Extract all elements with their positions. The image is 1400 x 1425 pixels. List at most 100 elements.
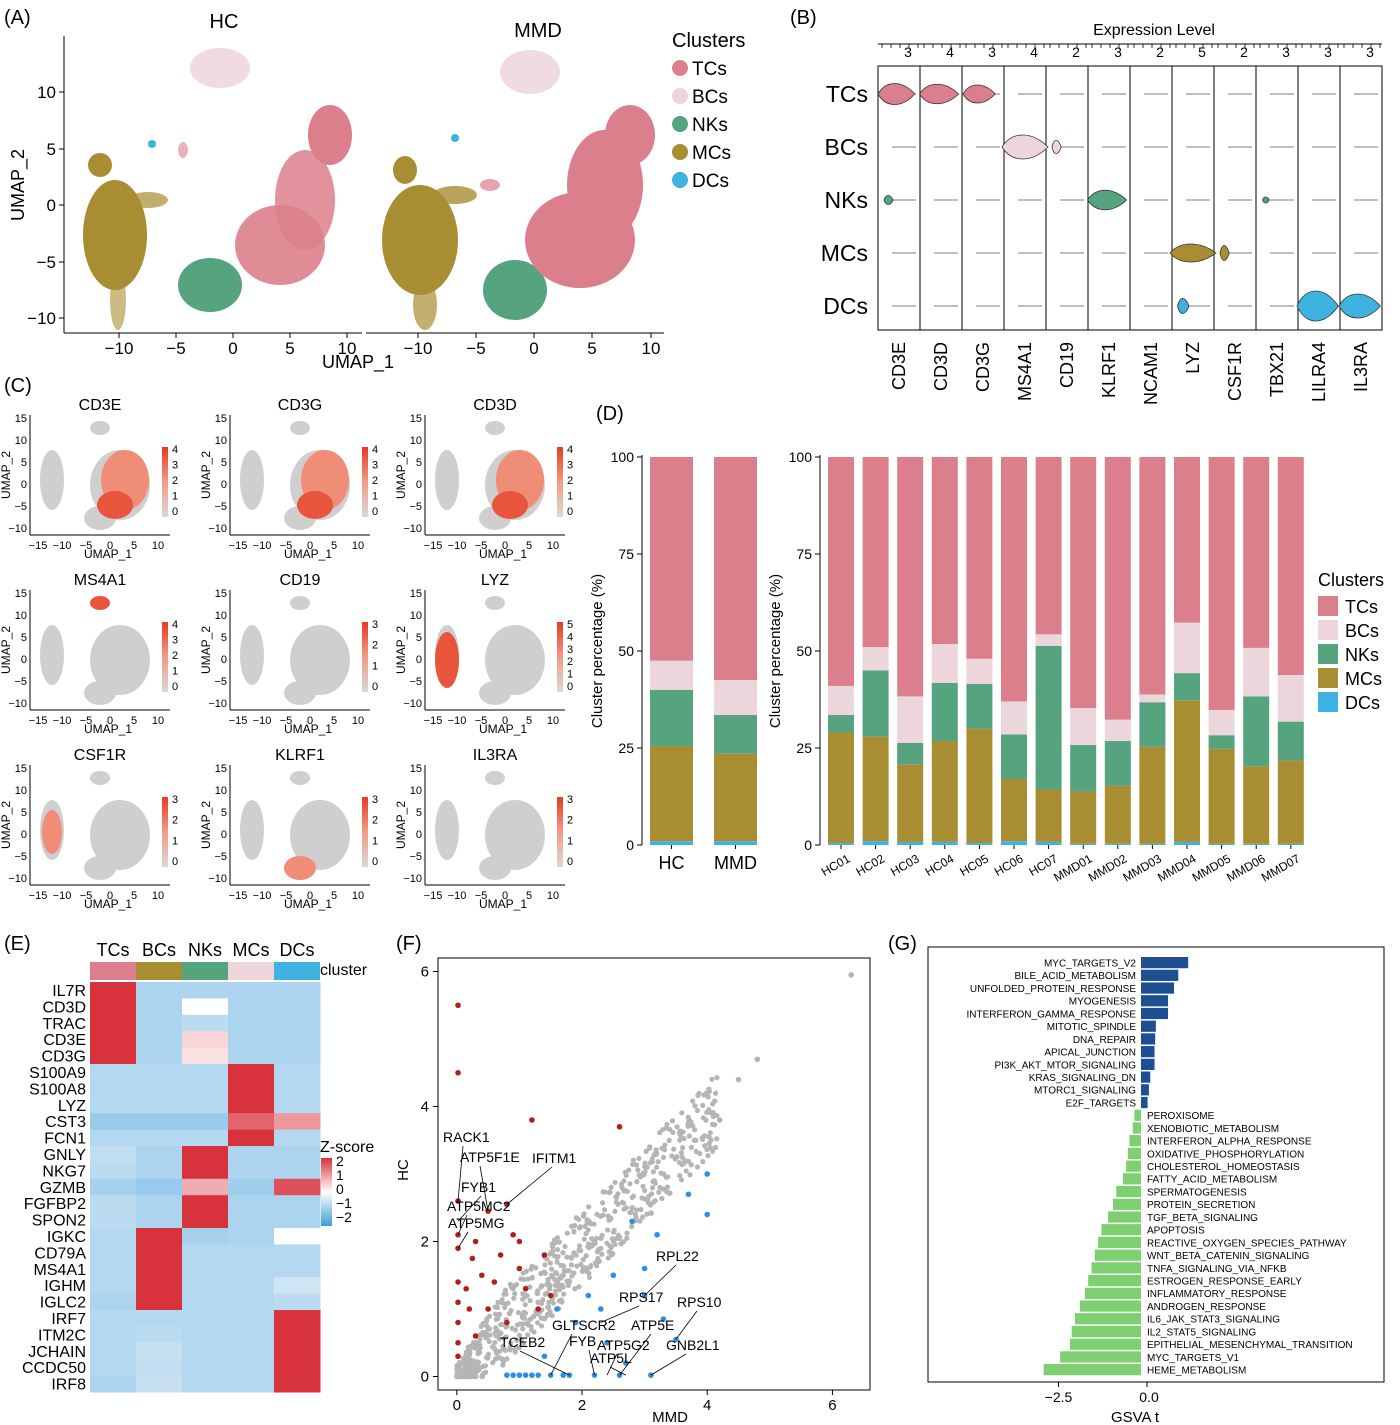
heatmap-row-trac: TRAC bbox=[42, 1016, 86, 1033]
scatter-point bbox=[522, 1372, 529, 1378]
zscore-legend-ticks: 210−1−2 bbox=[336, 1153, 352, 1225]
gsva-bar bbox=[1116, 1185, 1141, 1198]
heatmap-cell bbox=[90, 1326, 137, 1344]
heatmap-cell bbox=[90, 1244, 137, 1262]
scatter-point-background bbox=[519, 1321, 526, 1327]
bar-segment-bcs bbox=[1139, 694, 1166, 703]
umap-a-ytick-label: −5 bbox=[37, 253, 56, 272]
scatter-point-background bbox=[688, 1144, 694, 1150]
panel-label-b: (B) bbox=[790, 7, 817, 29]
heatmap-cell bbox=[90, 1047, 137, 1065]
feature-plot-scale-tick: 0 bbox=[567, 856, 573, 868]
gsva-bar bbox=[1098, 1236, 1141, 1249]
umap-a-y-ticks: 10 5 0 −5 −10 bbox=[27, 83, 64, 328]
violin-bcs-ms4a1 bbox=[1001, 134, 1049, 160]
scatter-point bbox=[516, 1372, 523, 1378]
heatmap-cell bbox=[182, 1195, 229, 1213]
cluster-nk-blob bbox=[479, 681, 511, 705]
bar-segment-tcs bbox=[1243, 457, 1270, 648]
feature-plot-xtick: −15 bbox=[29, 890, 48, 902]
scatter-xtick-label: 6 bbox=[828, 1397, 836, 1414]
scatter-point-background bbox=[608, 1244, 614, 1250]
scatter-point-background bbox=[705, 1153, 711, 1159]
feature-plot-ylabel: UMAP_2 bbox=[394, 801, 408, 849]
bar-category-label: MMD03 bbox=[1121, 851, 1165, 884]
bar-segment-dcs bbox=[1035, 841, 1062, 845]
scatter-point-background bbox=[699, 1135, 705, 1141]
cluster-mc-blob bbox=[435, 800, 459, 860]
heatmap-cell bbox=[136, 1064, 183, 1081]
cluster-mc-blob bbox=[40, 625, 64, 685]
feature-plot-ytick: 15 bbox=[15, 588, 27, 600]
violin-tcs-cd3d bbox=[919, 83, 960, 105]
scatter-point-background bbox=[495, 1328, 501, 1334]
feature-plot-xtick: 10 bbox=[352, 715, 364, 727]
scatter-label-leader bbox=[619, 1333, 652, 1376]
feature-plot-xtick: −5 bbox=[280, 890, 293, 902]
scatter-point-background bbox=[634, 1207, 640, 1213]
scatter-point-background bbox=[484, 1334, 490, 1340]
scatter-point bbox=[455, 1299, 461, 1306]
scatter-point-background bbox=[500, 1362, 506, 1368]
scatter-point-background bbox=[545, 1304, 551, 1310]
scatter-point-background bbox=[642, 1188, 648, 1194]
heatmap-cell bbox=[228, 998, 275, 1016]
scatter-point-background bbox=[612, 1179, 618, 1186]
heatmap-cell bbox=[228, 1310, 275, 1327]
feature-plot-cd3e: CD3E−15 −10 −5 0 5 10151050−5−10UMAP_1UMAP_24… bbox=[0, 397, 178, 561]
cluster-tc-blob bbox=[90, 800, 150, 870]
d-legend-swatch-bcs bbox=[1318, 620, 1338, 640]
bar-segment-dcs bbox=[650, 841, 693, 845]
scatter-point-background bbox=[493, 1333, 499, 1339]
heatmap-cell bbox=[228, 1162, 275, 1180]
scatter-point-background bbox=[659, 1195, 665, 1202]
legend-swatch-dcs bbox=[672, 172, 688, 188]
bar-segment-nks bbox=[1243, 696, 1270, 767]
scatter-point-background bbox=[636, 1172, 642, 1178]
scatter-point-background bbox=[671, 1146, 677, 1152]
feature-plot-xtick: −10 bbox=[253, 540, 272, 552]
feature-plot-ylabel: UMAP_2 bbox=[199, 801, 213, 849]
scatter-point bbox=[591, 1238, 598, 1245]
violin-gene-il3ra: IL3RA bbox=[1351, 342, 1371, 392]
umap-a-xtick-label: −10 bbox=[105, 339, 134, 358]
feature-plot-ylabel: UMAP_2 bbox=[0, 801, 13, 849]
scatter-point bbox=[547, 1292, 554, 1299]
heatmap-row-ighm: IGHM bbox=[44, 1278, 86, 1295]
violin-row-labels: TCs BCs NKs MCs DCs bbox=[821, 81, 868, 319]
bar-segment-bcs bbox=[1174, 622, 1200, 674]
feature-plot-colorbar bbox=[162, 447, 168, 517]
scatter-xtick-label: 4 bbox=[703, 1397, 711, 1414]
scatter-point-background bbox=[544, 1311, 551, 1317]
gsva-bar bbox=[1126, 1160, 1141, 1172]
feature-plot-scale-tick: 4 bbox=[172, 444, 178, 456]
scatter-point bbox=[497, 1252, 504, 1258]
scatter-point-background bbox=[702, 1143, 708, 1149]
scatter-point-background bbox=[669, 1153, 675, 1159]
bar-segment-tcs bbox=[931, 457, 958, 645]
scatter-point-background bbox=[599, 1251, 605, 1257]
feature-plot-ytick: 15 bbox=[410, 763, 422, 775]
feature-plot-ytick: 10 bbox=[410, 610, 422, 622]
scatter-point-background bbox=[700, 1158, 706, 1165]
bar-segment-mcs bbox=[1035, 789, 1062, 842]
scatter-point bbox=[641, 1265, 648, 1272]
scatter-point-background bbox=[511, 1295, 517, 1301]
feature-plot-colorbar bbox=[557, 797, 563, 867]
heatmap-cell bbox=[136, 1014, 183, 1032]
heatmap-cell bbox=[274, 1375, 321, 1393]
heatmap-cell bbox=[136, 1129, 183, 1147]
bar-segment-tcs bbox=[1104, 457, 1131, 720]
scatter-gene-label: RPL22 bbox=[656, 1248, 699, 1264]
bar-ytick-label: 75 bbox=[796, 546, 812, 562]
feature-plot-xtick: −15 bbox=[229, 890, 248, 902]
scatter-point bbox=[504, 1372, 510, 1378]
scatter-label-leader bbox=[457, 1145, 464, 1202]
gsva-bar bbox=[1141, 1058, 1155, 1070]
heatmap-cell bbox=[136, 1096, 183, 1114]
scatter-point-background bbox=[499, 1356, 505, 1362]
scatter-point-background bbox=[527, 1316, 534, 1322]
feature-plot-xtick: −10 bbox=[53, 540, 72, 552]
heatmap-annotation-tcs bbox=[90, 962, 136, 980]
violin-nks-cd3e bbox=[883, 195, 894, 205]
